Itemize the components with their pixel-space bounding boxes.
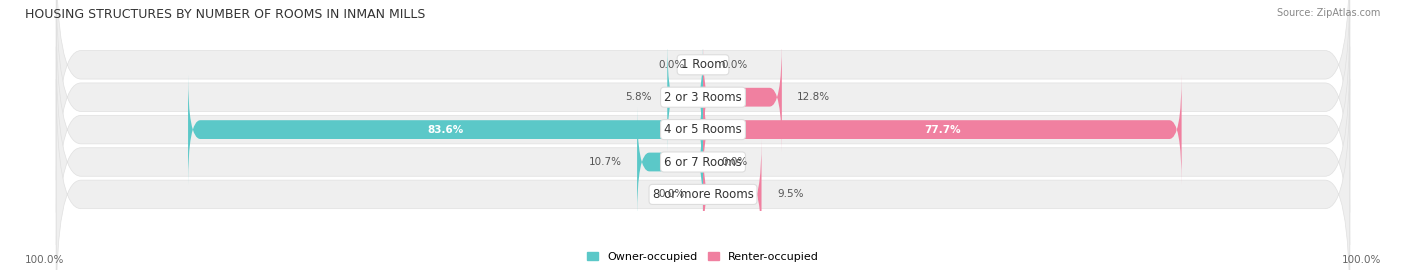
Text: Source: ZipAtlas.com: Source: ZipAtlas.com xyxy=(1277,8,1381,18)
FancyBboxPatch shape xyxy=(668,42,703,153)
Text: 0.0%: 0.0% xyxy=(658,189,685,200)
Text: 9.5%: 9.5% xyxy=(778,189,803,200)
Text: 12.8%: 12.8% xyxy=(797,92,831,102)
Text: 0.0%: 0.0% xyxy=(721,157,748,167)
Text: 10.7%: 10.7% xyxy=(589,157,621,167)
Text: 100.0%: 100.0% xyxy=(1341,255,1381,265)
Text: 1 Room: 1 Room xyxy=(681,58,725,71)
FancyBboxPatch shape xyxy=(188,74,703,185)
Text: 100.0%: 100.0% xyxy=(25,255,65,265)
FancyBboxPatch shape xyxy=(56,79,1350,270)
Text: 77.7%: 77.7% xyxy=(924,124,960,135)
FancyBboxPatch shape xyxy=(56,47,1350,270)
FancyBboxPatch shape xyxy=(56,0,1350,212)
Text: HOUSING STRUCTURES BY NUMBER OF ROOMS IN INMAN MILLS: HOUSING STRUCTURES BY NUMBER OF ROOMS IN… xyxy=(25,8,426,21)
Text: 0.0%: 0.0% xyxy=(721,60,748,70)
Text: 5.8%: 5.8% xyxy=(626,92,652,102)
Text: 6 or 7 Rooms: 6 or 7 Rooms xyxy=(664,156,742,168)
Text: 0.0%: 0.0% xyxy=(658,60,685,70)
Legend: Owner-occupied, Renter-occupied: Owner-occupied, Renter-occupied xyxy=(586,252,820,262)
FancyBboxPatch shape xyxy=(703,42,782,153)
FancyBboxPatch shape xyxy=(56,0,1350,180)
FancyBboxPatch shape xyxy=(703,139,762,250)
FancyBboxPatch shape xyxy=(703,74,1181,185)
Text: 8 or more Rooms: 8 or more Rooms xyxy=(652,188,754,201)
FancyBboxPatch shape xyxy=(637,107,703,217)
Text: 83.6%: 83.6% xyxy=(427,124,464,135)
FancyBboxPatch shape xyxy=(56,14,1350,245)
Text: 2 or 3 Rooms: 2 or 3 Rooms xyxy=(664,91,742,104)
Text: 4 or 5 Rooms: 4 or 5 Rooms xyxy=(664,123,742,136)
